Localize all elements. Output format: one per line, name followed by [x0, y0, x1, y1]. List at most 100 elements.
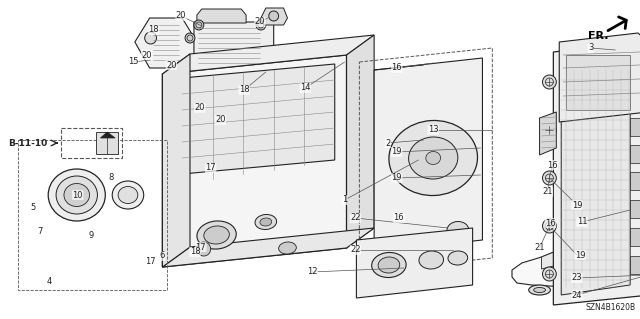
Circle shape: [182, 60, 192, 70]
Ellipse shape: [447, 221, 468, 239]
Text: 22: 22: [350, 246, 361, 255]
Circle shape: [256, 60, 266, 70]
Circle shape: [145, 32, 157, 44]
Polygon shape: [182, 64, 335, 174]
Polygon shape: [554, 42, 640, 305]
Text: 17: 17: [205, 164, 216, 173]
Text: 16: 16: [545, 219, 556, 227]
Ellipse shape: [197, 221, 236, 249]
Text: 7: 7: [38, 227, 43, 236]
Bar: [630, 145, 640, 163]
Ellipse shape: [260, 218, 272, 226]
Ellipse shape: [419, 251, 444, 269]
Text: 21: 21: [542, 188, 553, 197]
Text: 20: 20: [195, 103, 205, 113]
Text: 16: 16: [392, 63, 402, 72]
Bar: [61, 128, 122, 158]
Bar: [97, 132, 118, 154]
Text: 22: 22: [350, 213, 361, 222]
Circle shape: [194, 20, 204, 30]
Ellipse shape: [204, 226, 229, 244]
Polygon shape: [561, 65, 630, 295]
Text: 13: 13: [428, 125, 438, 135]
Polygon shape: [163, 55, 347, 267]
Circle shape: [197, 242, 211, 256]
Text: 19: 19: [572, 201, 582, 210]
Bar: [630, 118, 640, 136]
Polygon shape: [541, 247, 566, 269]
Polygon shape: [261, 8, 287, 25]
Text: 14: 14: [300, 84, 310, 93]
Circle shape: [269, 11, 278, 21]
Circle shape: [543, 219, 556, 233]
Text: 1: 1: [342, 196, 348, 204]
Text: 21: 21: [534, 243, 545, 253]
Ellipse shape: [618, 283, 639, 293]
Ellipse shape: [426, 152, 440, 165]
Text: B-11-10: B-11-10: [8, 138, 47, 147]
Polygon shape: [559, 33, 640, 122]
Polygon shape: [356, 228, 472, 298]
Text: 8: 8: [109, 174, 114, 182]
Text: 20: 20: [215, 115, 226, 124]
Polygon shape: [540, 112, 556, 155]
Circle shape: [543, 171, 556, 185]
Text: 6: 6: [160, 251, 165, 261]
Text: 18: 18: [148, 26, 159, 34]
Text: 16: 16: [394, 213, 404, 222]
Text: 17: 17: [195, 242, 206, 251]
Bar: [630, 200, 640, 218]
Ellipse shape: [64, 183, 90, 206]
Text: 24: 24: [572, 291, 582, 300]
Text: 3: 3: [588, 43, 593, 53]
Ellipse shape: [448, 251, 468, 265]
Text: 5: 5: [31, 204, 36, 212]
Circle shape: [256, 20, 266, 30]
Text: 19: 19: [392, 147, 402, 157]
Bar: [630, 256, 640, 274]
Polygon shape: [100, 132, 115, 138]
Ellipse shape: [278, 242, 296, 254]
Circle shape: [543, 267, 556, 281]
Circle shape: [543, 75, 556, 89]
Text: 4: 4: [47, 278, 52, 286]
Polygon shape: [135, 18, 197, 68]
Text: 19: 19: [575, 250, 585, 259]
Text: FR.: FR.: [588, 31, 609, 41]
Polygon shape: [163, 228, 374, 267]
Ellipse shape: [255, 214, 276, 230]
Bar: [566, 55, 630, 110]
Polygon shape: [569, 243, 596, 262]
Text: 20: 20: [141, 50, 152, 60]
Text: 18: 18: [189, 248, 200, 256]
Text: 2: 2: [385, 138, 390, 147]
Polygon shape: [197, 9, 246, 23]
Text: 10: 10: [72, 190, 83, 199]
Ellipse shape: [112, 181, 144, 209]
Text: 16: 16: [547, 160, 557, 169]
Text: 15: 15: [127, 57, 138, 66]
Bar: [630, 228, 640, 246]
Polygon shape: [512, 243, 640, 288]
Circle shape: [185, 33, 195, 43]
Polygon shape: [598, 244, 620, 261]
Text: 19: 19: [392, 174, 402, 182]
Text: 11: 11: [577, 218, 587, 226]
Text: SZN4B1620B: SZN4B1620B: [586, 303, 636, 312]
Text: 20: 20: [176, 11, 186, 20]
Circle shape: [146, 33, 156, 43]
Polygon shape: [347, 35, 374, 248]
Ellipse shape: [56, 176, 97, 214]
Ellipse shape: [48, 169, 106, 221]
Ellipse shape: [449, 243, 467, 256]
Ellipse shape: [389, 121, 477, 196]
Ellipse shape: [622, 286, 634, 291]
Text: 23: 23: [572, 273, 582, 283]
Text: 9: 9: [89, 232, 94, 241]
Ellipse shape: [529, 285, 550, 295]
Bar: [18, 140, 167, 290]
Ellipse shape: [378, 257, 400, 273]
Text: 12: 12: [307, 268, 317, 277]
Ellipse shape: [408, 137, 458, 179]
Ellipse shape: [118, 187, 138, 204]
